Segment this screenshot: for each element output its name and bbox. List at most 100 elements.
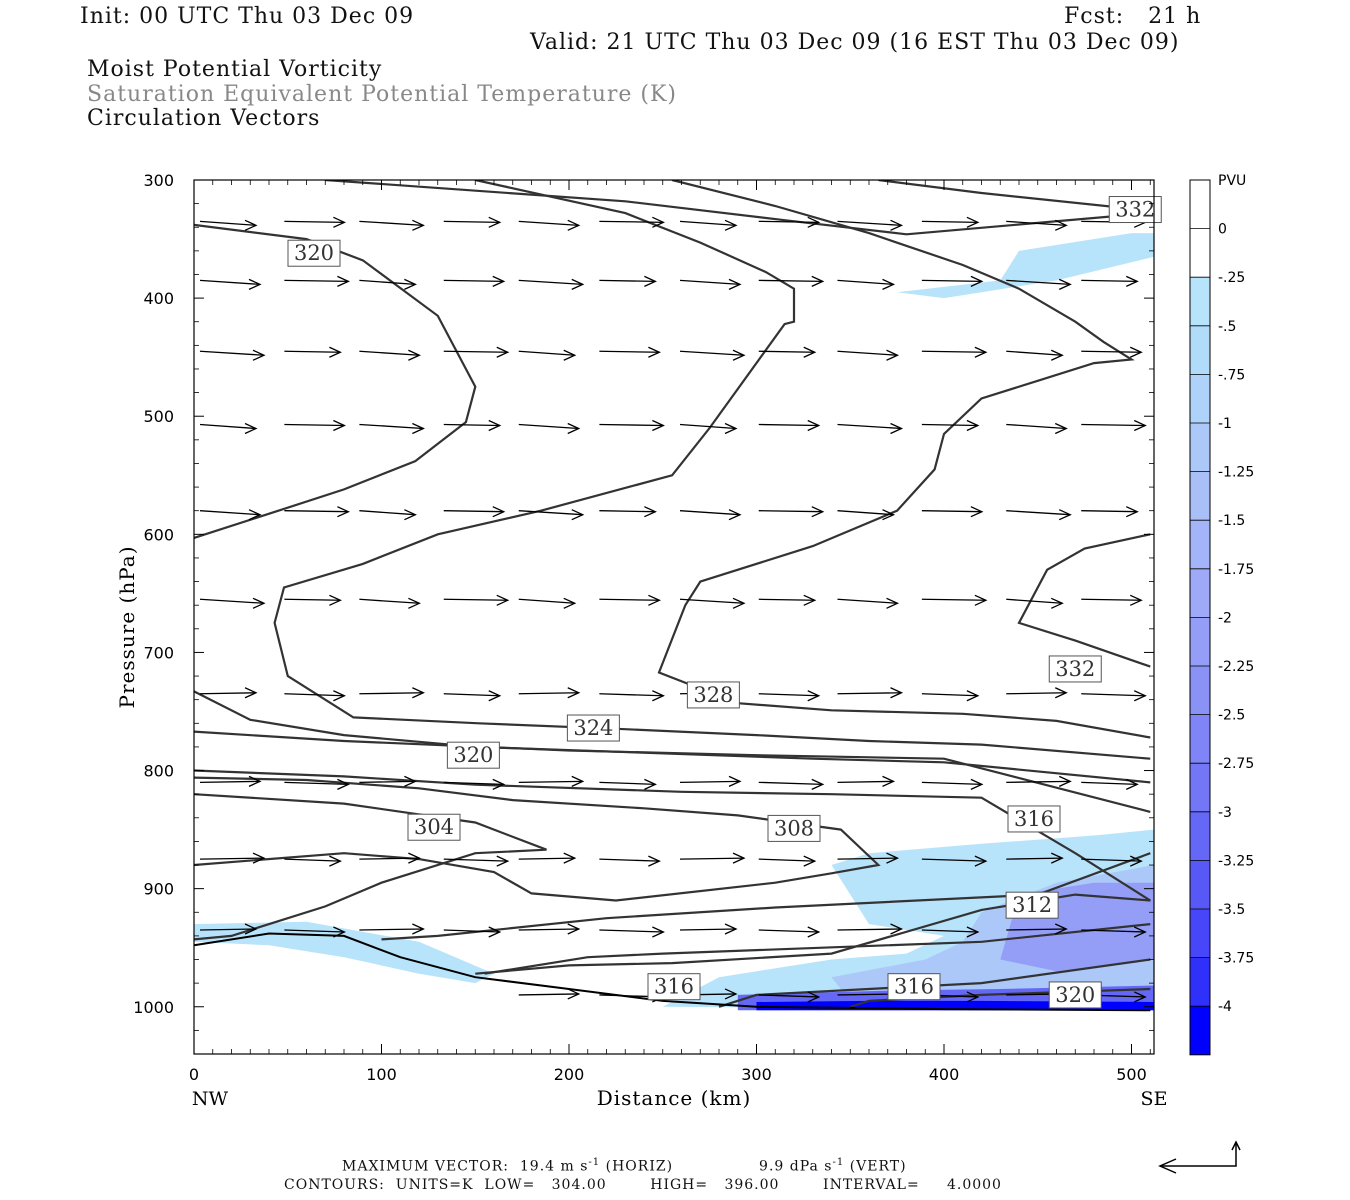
contour-label-layer: 332 320 332 328 324 320 316 304 308 312 316 316 320: [287, 196, 1162, 1009]
field-title-vectors: Circulation Vectors: [87, 106, 321, 131]
circulation-vector: [1006, 349, 1064, 361]
colorbar-swatch: [1190, 568, 1210, 618]
circulation-vector: [443, 855, 510, 867]
circulation-vector: [443, 594, 510, 606]
circulation-vector: [284, 855, 342, 867]
circulation-vector: [359, 775, 417, 787]
circulation-vector: [837, 597, 900, 609]
y-tick-label: 900: [143, 880, 174, 899]
circulation-vector: [199, 852, 266, 864]
circulation-vector: [599, 275, 657, 287]
circulation-vector: [284, 506, 350, 518]
circulation-vector: [518, 775, 585, 787]
circulation-vector: [921, 419, 980, 432]
colorbar-level-label: -2.25: [1218, 659, 1254, 675]
theta-es-contour-8: [194, 769, 1151, 975]
circulation-vector: [837, 219, 904, 231]
circulation-vector: [284, 275, 350, 287]
colorbar-swatch: [1190, 617, 1210, 666]
circulation-vector: [837, 422, 904, 435]
circulation-vector: [758, 778, 825, 790]
circulation-vector: [199, 597, 266, 609]
contour-label: 316: [1007, 805, 1061, 833]
theta-es-contour-13: [718, 958, 1151, 1008]
circulation-vector: [443, 926, 502, 938]
pv-shade-region-1: [897, 233, 1154, 299]
terrain-line-layer: [193, 932, 1151, 1012]
circulation-vector: [599, 419, 665, 432]
circulation-vector: [518, 219, 581, 231]
circulation-vector: [758, 690, 821, 702]
y-tick-label: 700: [143, 643, 174, 662]
circulation-vector: [1081, 594, 1143, 606]
circulation-vector: [837, 923, 904, 935]
circulation-vector: [518, 923, 581, 935]
contour-label: 304: [407, 813, 461, 841]
circulation-vector: [199, 687, 258, 699]
circulation-vector: [921, 778, 984, 790]
circulation-vector: [284, 346, 342, 358]
circulation-vector: [837, 687, 904, 699]
theta-es-contour-7: [194, 730, 1151, 813]
circulation-vector: [443, 346, 510, 358]
colorbar-level-label: -1: [1218, 416, 1232, 432]
field-title-theta-es: Saturation Equivalent Potential Temperat…: [87, 82, 677, 107]
circulation-vector: [359, 422, 425, 435]
init-time: Init: 00 UTC Thu 03 Dec 09: [80, 4, 415, 29]
theta-es-contour-11: [381, 852, 1151, 941]
colorbar: 0 -.25 -.5 -.75 -1 -1.25 -1.5 -1.75 -2 -2.25 -2.5 -…: [1189, 179, 1254, 1056]
x-end-label-se: SE: [1141, 1088, 1168, 1110]
circulation-vector: [758, 855, 817, 867]
circulation-vector: [758, 216, 821, 228]
forecast-hour: Fcst: 21 h: [1064, 4, 1202, 29]
circulation-vector: [599, 778, 657, 790]
circulation-vector: [758, 926, 821, 938]
circulation-vector: [443, 419, 502, 432]
theta-es-contour-0: [325, 180, 1151, 236]
circulation-vector: [1081, 690, 1147, 702]
contour-label-text: 320: [1055, 983, 1095, 1007]
colorbar-swatch: [1190, 471, 1210, 521]
circulation-vector: [599, 506, 657, 518]
circulation-vector: [359, 509, 417, 521]
x-end-label-nw: NW: [192, 1088, 229, 1110]
contour-label-text: 316: [1014, 807, 1054, 831]
circulation-vector: [1081, 778, 1139, 790]
colorbar-level-label: -1.25: [1218, 465, 1254, 481]
max-vector-horiz-tag: (HORIZ): [605, 1158, 674, 1175]
colorbar-swatch: [1190, 1006, 1210, 1055]
circulation-vector: [359, 278, 417, 290]
circulation-vector: [758, 346, 817, 358]
valid-time: Valid: 21 UTC Thu 03 Dec 09 (16 EST Thu …: [530, 30, 1180, 55]
contour-label-text: 312: [1012, 893, 1052, 917]
contour-label: 324: [566, 714, 620, 742]
colorbar-level-label: -3.5: [1218, 902, 1245, 918]
colorbar-swatch: [1190, 325, 1210, 375]
contour-label-text: 332: [1055, 657, 1095, 681]
circulation-vector: [758, 991, 821, 1003]
circulation-vector: [284, 216, 346, 228]
colorbar-level-label: -2.75: [1218, 756, 1254, 772]
contour-label-text: 332: [1115, 198, 1155, 222]
circulation-vector: [359, 219, 425, 231]
circulation-vector: [1006, 509, 1072, 521]
theta-es-contour-1: [878, 180, 1151, 212]
colorbar-swatch: [1190, 666, 1210, 715]
contour-label: 328: [686, 681, 740, 709]
colorbar-swatch: [1190, 423, 1210, 472]
circulation-vector: [1006, 923, 1068, 935]
colorbar-swatch: [1190, 909, 1210, 958]
colorbar-swatch: [1190, 374, 1210, 423]
circulation-vector: [518, 852, 577, 864]
circulation-vector: [199, 349, 266, 361]
colorbar-level-label: 0: [1218, 222, 1227, 238]
circulation-vector: [921, 855, 988, 867]
contour-label: 320: [446, 741, 500, 769]
colorbar-swatch: [1190, 228, 1210, 278]
circulation-vector: [679, 923, 738, 935]
circulation-vector: [679, 219, 738, 231]
circulation-vector: [284, 926, 346, 938]
contour-label: 332: [1108, 196, 1162, 224]
circulation-vector: [1006, 422, 1068, 435]
circulation-vector: [199, 422, 258, 435]
